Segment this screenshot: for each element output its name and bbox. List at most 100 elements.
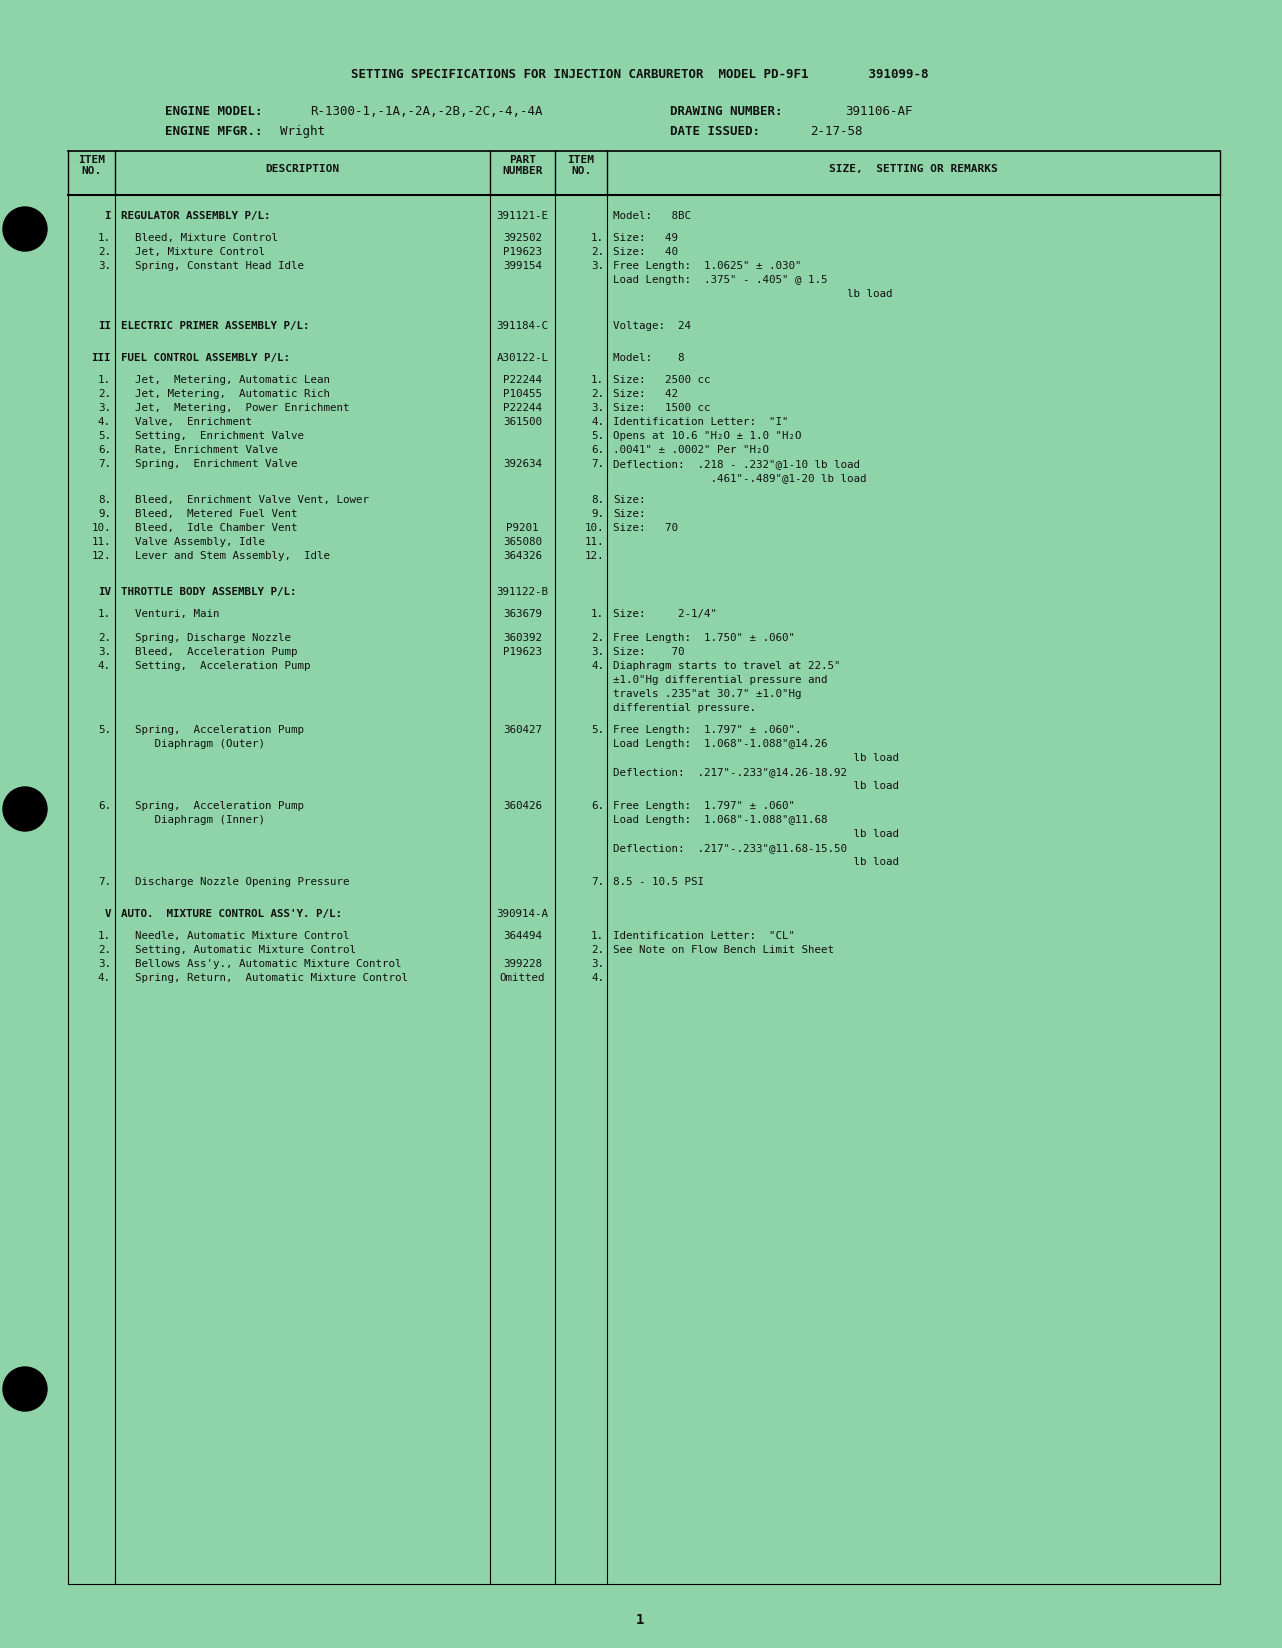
Text: 1: 1 <box>636 1612 644 1627</box>
Text: REGULATOR ASSEMBLY P/L:: REGULATOR ASSEMBLY P/L: <box>121 211 271 221</box>
Text: Load Length:  .375" - .405" @ 1.5: Load Length: .375" - .405" @ 1.5 <box>613 275 827 285</box>
Text: 4.: 4. <box>97 661 112 671</box>
Text: 1.: 1. <box>591 232 604 242</box>
Text: 8.: 8. <box>591 494 604 504</box>
Text: Size:   49: Size: 49 <box>613 232 678 242</box>
Text: P22244: P22244 <box>503 374 542 384</box>
Text: I: I <box>105 211 112 221</box>
Text: 6.: 6. <box>591 445 604 455</box>
Text: lb load: lb load <box>613 288 892 298</box>
Text: Voltage:  24: Voltage: 24 <box>613 321 691 331</box>
Text: Size:   1500 cc: Size: 1500 cc <box>613 402 710 412</box>
Text: 3.: 3. <box>591 959 604 969</box>
Text: 3.: 3. <box>591 646 604 656</box>
Text: 2.: 2. <box>591 389 604 399</box>
Text: P9201: P9201 <box>506 522 538 532</box>
Text: P22244: P22244 <box>503 402 542 412</box>
Text: 1.: 1. <box>97 931 112 941</box>
Text: Bellows Ass'y., Automatic Mixture Control: Bellows Ass'y., Automatic Mixture Contro… <box>135 959 401 969</box>
Text: Diaphragm (Outer): Diaphragm (Outer) <box>135 738 265 748</box>
Text: Setting,  Enrichment Valve: Setting, Enrichment Valve <box>135 430 304 440</box>
Text: 4.: 4. <box>97 972 112 982</box>
Text: 8.5 - 10.5 PSI: 8.5 - 10.5 PSI <box>613 877 704 887</box>
Text: 5.: 5. <box>591 430 604 440</box>
Text: Lever and Stem Assembly,  Idle: Lever and Stem Assembly, Idle <box>135 550 329 560</box>
Text: 5.: 5. <box>591 725 604 735</box>
Text: Valve Assembly, Idle: Valve Assembly, Idle <box>135 537 265 547</box>
Text: ELECTRIC PRIMER ASSEMBLY P/L:: ELECTRIC PRIMER ASSEMBLY P/L: <box>121 321 309 331</box>
Text: 391106-AF: 391106-AF <box>845 105 913 119</box>
Text: Needle, Automatic Mixture Control: Needle, Automatic Mixture Control <box>135 931 350 941</box>
Text: Identification Letter:  "I": Identification Letter: "I" <box>613 417 788 427</box>
Text: differential pressure.: differential pressure. <box>613 702 756 712</box>
Text: 1.: 1. <box>97 374 112 384</box>
Text: Jet, Metering,  Automatic Rich: Jet, Metering, Automatic Rich <box>135 389 329 399</box>
Text: 2.: 2. <box>591 633 604 643</box>
Text: 6.: 6. <box>97 445 112 455</box>
Text: lb load: lb load <box>613 829 899 839</box>
Text: PART: PART <box>509 155 536 165</box>
Text: ENGINE MFGR.:: ENGINE MFGR.: <box>165 125 263 138</box>
Text: 9.: 9. <box>591 509 604 519</box>
Circle shape <box>3 788 47 832</box>
Text: 399228: 399228 <box>503 959 542 969</box>
Text: Spring,  Acceleration Pump: Spring, Acceleration Pump <box>135 725 304 735</box>
Text: .0041" ± .0002" Per "H₂O: .0041" ± .0002" Per "H₂O <box>613 445 769 455</box>
Text: Model:   8BC: Model: 8BC <box>613 211 691 221</box>
Text: 1.: 1. <box>591 608 604 618</box>
Text: 1.: 1. <box>97 608 112 618</box>
Text: Free Length:  1.797" ± .060".: Free Length: 1.797" ± .060". <box>613 725 801 735</box>
Circle shape <box>3 208 47 252</box>
Text: P10455: P10455 <box>503 389 542 399</box>
Text: Bleed,  Metered Fuel Vent: Bleed, Metered Fuel Vent <box>135 509 297 519</box>
Text: 1.: 1. <box>97 232 112 242</box>
Text: Venturi, Main: Venturi, Main <box>135 608 219 618</box>
Text: .461"-.489"@1-20 lb load: .461"-.489"@1-20 lb load <box>613 473 867 483</box>
Text: Free Length:  1.0625" ± .030": Free Length: 1.0625" ± .030" <box>613 260 801 270</box>
Text: SETTING SPECIFICATIONS FOR INJECTION CARBURETOR  MODEL PD-9F1        391099-8: SETTING SPECIFICATIONS FOR INJECTION CAR… <box>351 68 928 81</box>
Text: 361500: 361500 <box>503 417 542 427</box>
Text: 391122-B: 391122-B <box>496 587 549 597</box>
Text: 1.: 1. <box>591 931 604 941</box>
Text: 399154: 399154 <box>503 260 542 270</box>
Text: Size:   2500 cc: Size: 2500 cc <box>613 374 710 384</box>
Text: Rate, Enrichment Valve: Rate, Enrichment Valve <box>135 445 278 455</box>
Text: FUEL CONTROL ASSEMBLY P/L:: FUEL CONTROL ASSEMBLY P/L: <box>121 353 290 363</box>
Text: DATE ISSUED:: DATE ISSUED: <box>670 125 760 138</box>
Text: 363679: 363679 <box>503 608 542 618</box>
Text: NO.: NO. <box>81 166 101 176</box>
Text: Bleed, Mixture Control: Bleed, Mixture Control <box>135 232 278 242</box>
Text: 7.: 7. <box>591 877 604 887</box>
Text: ITEM: ITEM <box>78 155 105 165</box>
Text: II: II <box>97 321 112 331</box>
Text: Jet, Mixture Control: Jet, Mixture Control <box>135 247 265 257</box>
Text: 2.: 2. <box>591 247 604 257</box>
Text: 3.: 3. <box>97 402 112 412</box>
Text: 4.: 4. <box>97 417 112 427</box>
Text: 7.: 7. <box>97 458 112 468</box>
Text: V: V <box>105 908 112 918</box>
Text: Bleed,  Enrichment Valve Vent, Lower: Bleed, Enrichment Valve Vent, Lower <box>135 494 369 504</box>
Text: ±1.0"Hg differential pressure and: ±1.0"Hg differential pressure and <box>613 674 827 684</box>
Text: Spring,  Acceleration Pump: Spring, Acceleration Pump <box>135 801 304 811</box>
Text: 7.: 7. <box>591 458 604 468</box>
Text: Setting,  Acceleration Pump: Setting, Acceleration Pump <box>135 661 310 671</box>
Text: Size:   70: Size: 70 <box>613 522 678 532</box>
Text: R-1300-1,-1A,-2A,-2B,-2C,-4,-4A: R-1300-1,-1A,-2A,-2B,-2C,-4,-4A <box>310 105 542 119</box>
Text: Spring, Constant Head Idle: Spring, Constant Head Idle <box>135 260 304 270</box>
Text: Bleed,  Acceleration Pump: Bleed, Acceleration Pump <box>135 646 297 656</box>
Text: 4.: 4. <box>591 417 604 427</box>
Text: 2.: 2. <box>97 247 112 257</box>
Text: 3.: 3. <box>97 260 112 270</box>
Text: Spring,  Enrichment Valve: Spring, Enrichment Valve <box>135 458 297 468</box>
Text: Deflection:  .217"-.233"@14.26-18.92: Deflection: .217"-.233"@14.26-18.92 <box>613 766 847 776</box>
Text: SIZE,  SETTING OR REMARKS: SIZE, SETTING OR REMARKS <box>829 163 997 175</box>
Text: lb load: lb load <box>613 781 899 791</box>
Text: 11.: 11. <box>91 537 112 547</box>
Text: P19623: P19623 <box>503 646 542 656</box>
Text: 3.: 3. <box>97 646 112 656</box>
Text: 12.: 12. <box>91 550 112 560</box>
Text: 10.: 10. <box>91 522 112 532</box>
Text: 10.: 10. <box>585 522 604 532</box>
Text: Load Length:  1.068"-1.088"@11.68: Load Length: 1.068"-1.088"@11.68 <box>613 814 827 824</box>
